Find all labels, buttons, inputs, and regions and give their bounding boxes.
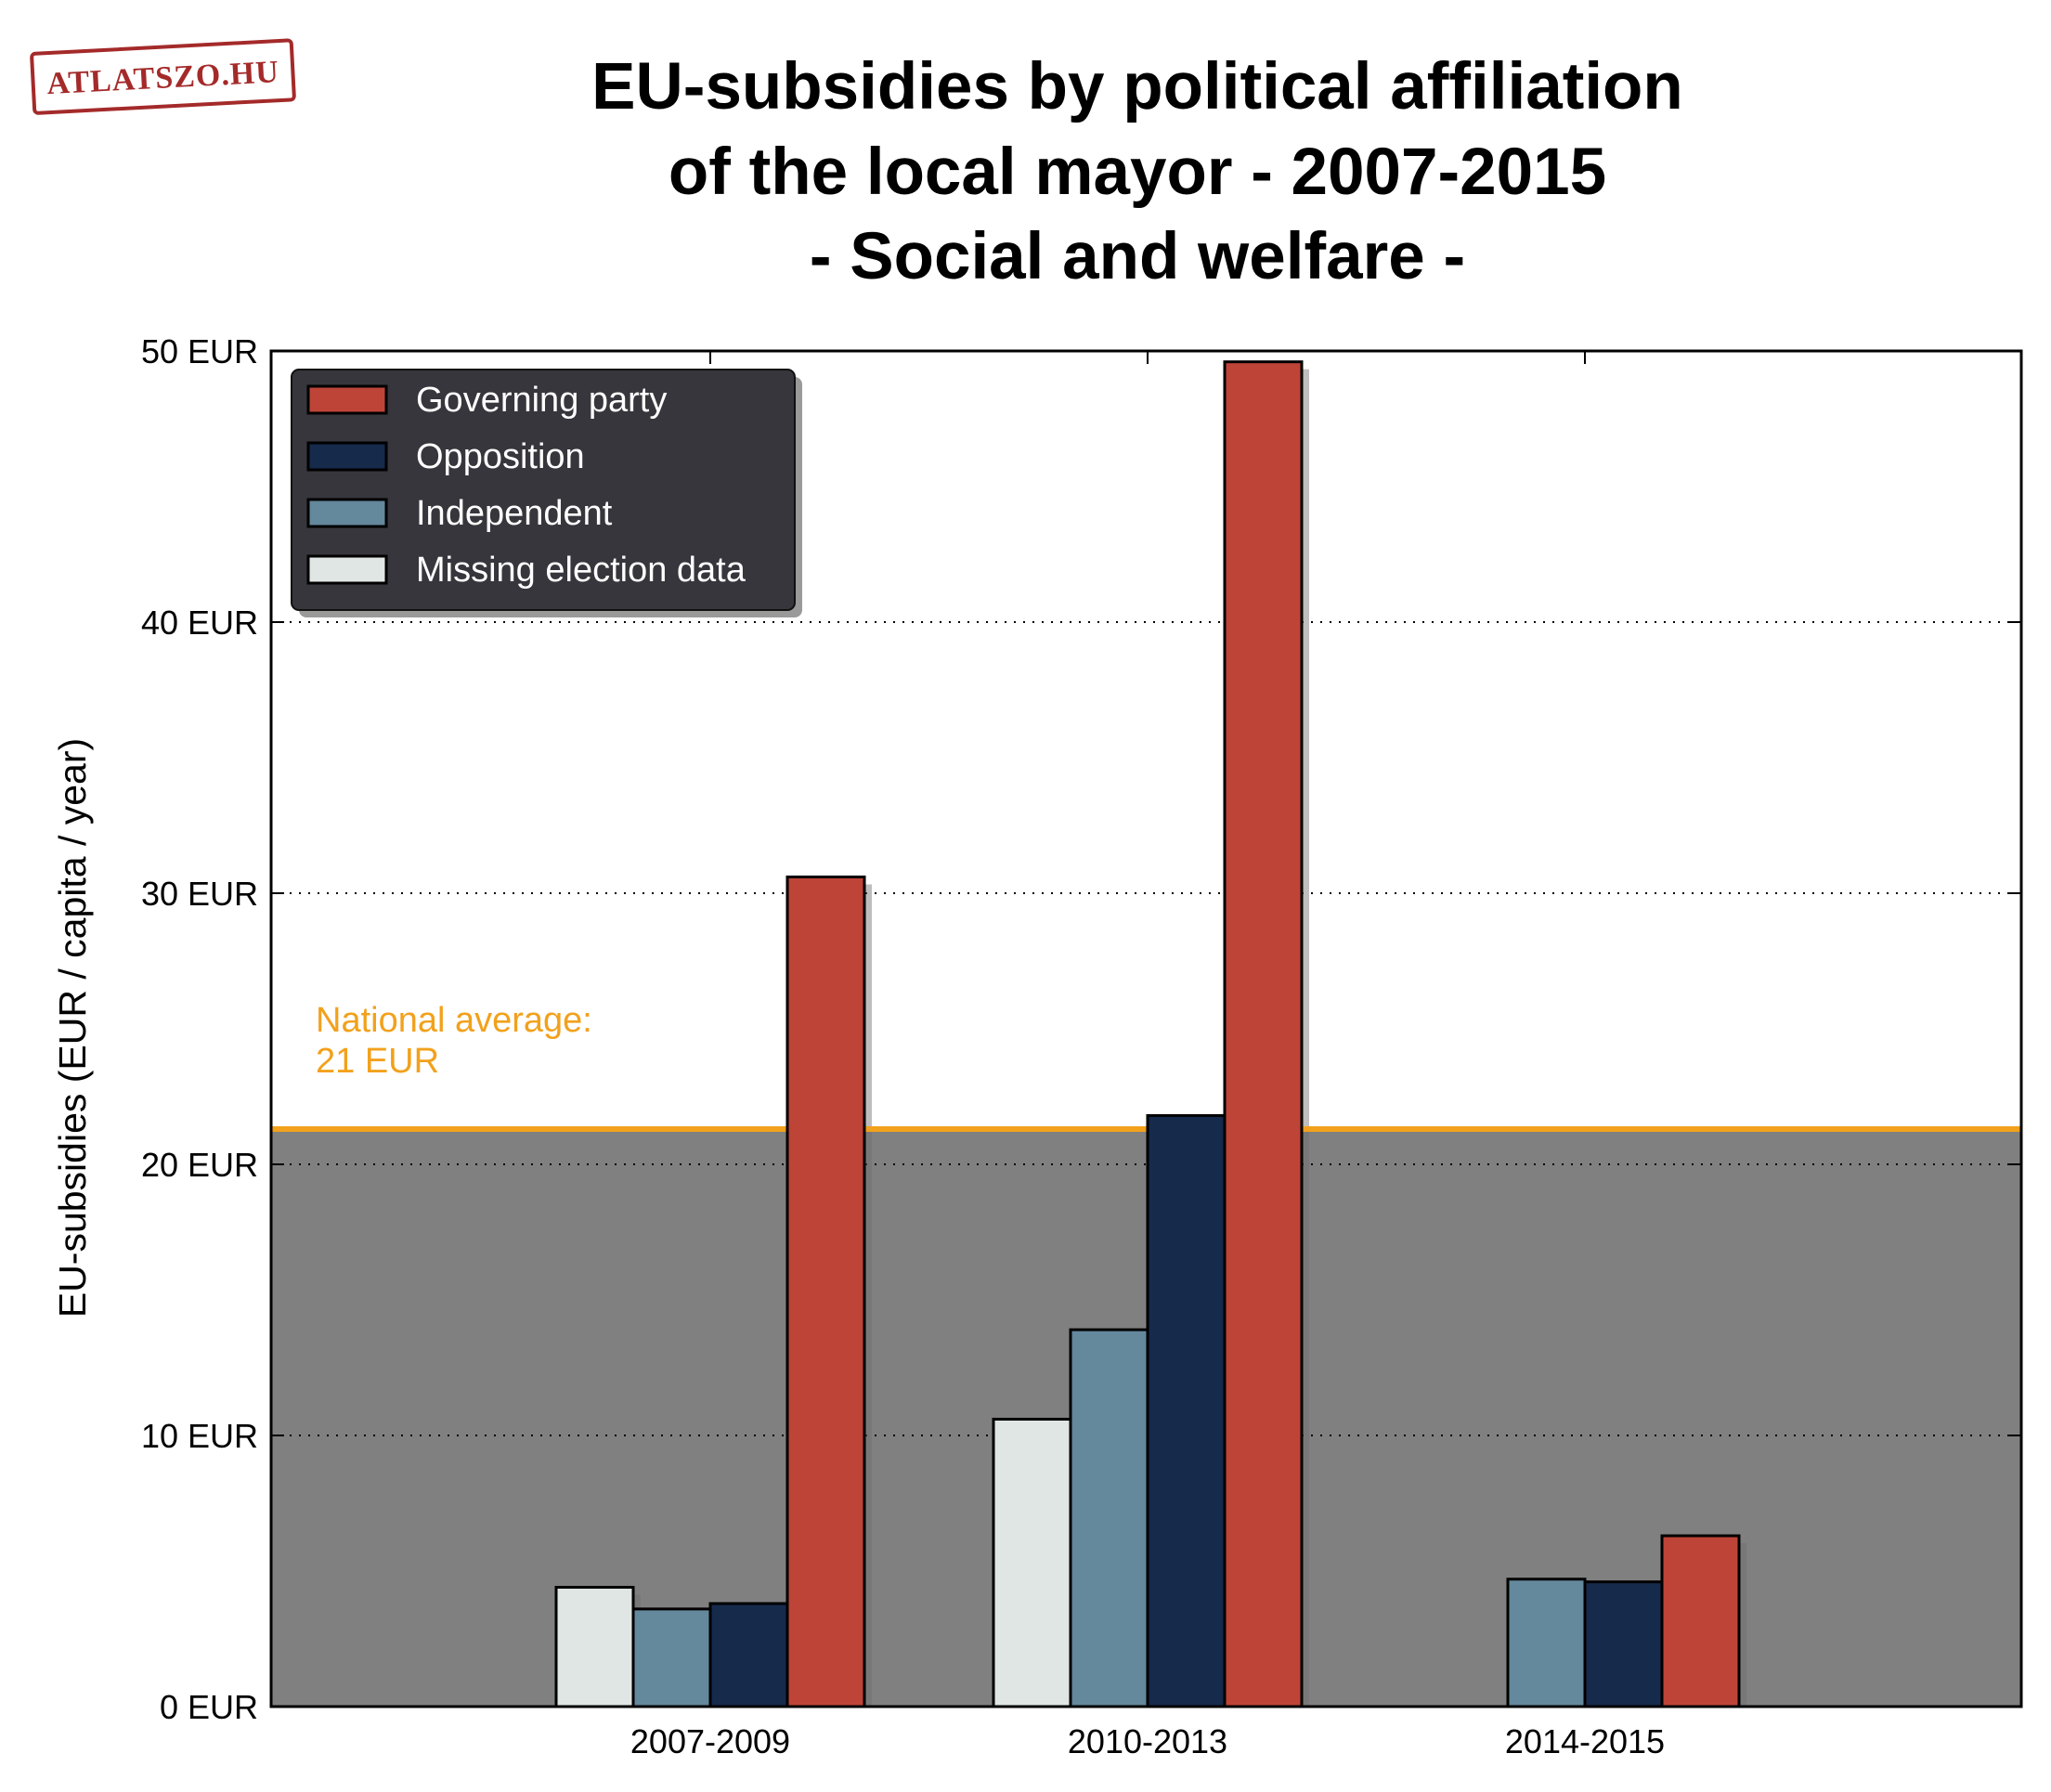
bar [1223,360,1304,1708]
y-axis-label: EU-subsidies (EUR / capita / year) [51,738,94,1318]
y-axis: 0 EUR 10 EUR 20 EUR 30 EUR 40 EUR 50 EUR [141,332,2021,1726]
legend-label: Opposition [416,437,585,476]
bar [631,1607,712,1708]
chart-title-line-1: EU-subsidies by political affiliation [591,50,1683,123]
chart-title-line-3: - Social and welfare - [810,220,1465,293]
logo-text: ATLATSZO.HU [45,55,279,101]
y-tick-label: 50 EUR [141,332,258,370]
bar [992,1417,1072,1708]
legend: Governing party Opposition Independent Miss… [291,369,802,617]
y-tick-label: 40 EUR [141,604,258,642]
national-average-value: 21 EUR [316,1042,439,1081]
y-tick-label: 30 EUR [141,875,258,913]
bar [708,1602,789,1708]
bar [1069,1328,1149,1708]
bar [1146,1113,1227,1708]
national-average-label: National average: [316,1001,592,1040]
legend-swatch [306,441,388,472]
legend-label: Missing election data [416,551,746,590]
chart-title-line-2: of the local mayor - 2007-2015 [669,136,1606,209]
x-tick-label: 2010-2013 [1068,1722,1227,1760]
bar [1583,1580,1664,1708]
logo-frame [30,38,296,115]
bar [1660,1534,1741,1708]
legend-swatch [306,554,388,585]
y-tick-label: 20 EUR [141,1146,258,1184]
x-axis: 2007-2009 2010-2013 2014-2015 [630,351,1665,1760]
legend-swatch [306,498,388,528]
legend-swatch [306,384,388,415]
bar [785,875,866,1708]
y-tick-label: 0 EUR [160,1688,258,1726]
x-tick-label: 2014-2015 [1505,1722,1665,1760]
plot-frame [269,349,2023,1708]
legend-label: Independent [416,494,613,533]
bars [554,360,1741,1708]
bar [1506,1578,1587,1708]
legend-box [291,369,796,611]
atlatszo-logo: ATLATSZO.HU [30,38,296,115]
legend-label: Governing party [416,381,667,420]
grid [271,621,2021,1436]
x-tick-label: 2007-2009 [630,1722,790,1760]
y-tick-label: 10 EUR [141,1417,258,1455]
bar [554,1586,635,1708]
